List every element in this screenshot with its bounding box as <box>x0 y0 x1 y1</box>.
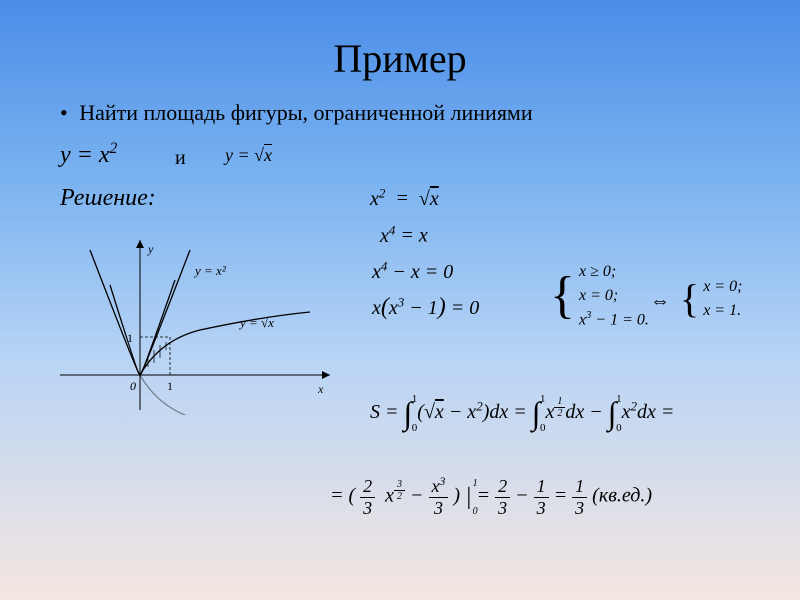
sys1-item: x ≥ 0; <box>579 260 649 284</box>
tick-1y: 1 <box>127 331 133 345</box>
frac-x3-3: x33 <box>429 475 449 519</box>
sys2-item: x = 0; <box>703 275 742 299</box>
equation-2: x4 = x <box>380 222 428 248</box>
sys1-item: x3 − 1 = 0. <box>579 308 649 332</box>
func1-text: y = x2 <box>60 142 117 168</box>
equation-3: x4 − x = 0 <box>372 258 453 284</box>
eq1-lhs: x2 <box>370 188 385 210</box>
integral-line-1: S = ∫10 (x − x2)dx = ∫10 x12dx − ∫10 x2d… <box>370 395 674 432</box>
y-axis-arrow <box>136 240 144 248</box>
graph: 0 1 1 x y y = x² y = √x <box>60 235 340 415</box>
integrand-sub: − x2 <box>444 401 483 423</box>
eq4-rhs: = 0 <box>451 297 480 319</box>
integral-icon: ∫10 <box>608 395 617 432</box>
brace-icon: { <box>680 281 699 317</box>
frac-r1: 23 <box>495 476 510 519</box>
x-axis-arrow <box>322 371 330 379</box>
integral-icon: ∫10 <box>532 395 541 432</box>
brace-icon: { <box>550 273 575 320</box>
curve-parabola-left <box>110 285 140 375</box>
equation-4: x(x3 − 1) = 0 <box>372 294 479 321</box>
system-2-items: x = 0; x = 1. <box>703 275 742 323</box>
origin-label: 0 <box>130 379 136 393</box>
eq3-text: x4 − x = 0 <box>372 261 453 283</box>
eq2-rhs: x <box>419 225 428 247</box>
frac-2-3: 23 <box>360 476 375 519</box>
func2-sqrt: x <box>254 145 272 165</box>
frac-r2: 13 <box>534 476 549 519</box>
integral-icon: ∫10 <box>404 395 413 432</box>
integrand-sqrt: x <box>424 401 444 423</box>
tick-1x: 1 <box>167 379 173 393</box>
S-symbol: S <box>370 401 380 423</box>
solution-label: Решение: <box>60 185 156 212</box>
page-title: Пример <box>0 0 800 82</box>
equiv-arrow: ⇔ <box>650 290 670 313</box>
integral-line-2: = ( 23 x32 − x33 ) |10 = 23 − 13 = 13 (к… <box>330 475 652 519</box>
conjunction: и <box>175 147 186 170</box>
problem-statement: Найти площадь фигуры, ограниченной линия… <box>60 100 533 126</box>
x-label: x <box>317 382 324 396</box>
equation-1: x2 = x <box>370 185 439 211</box>
eq4-inner: x3 − 1 <box>389 297 438 319</box>
sys1-item: x = 0; <box>579 284 649 308</box>
func2-lhs: y = <box>225 145 254 165</box>
curve-sqrt-upper <box>140 312 310 375</box>
system-1: { x ≥ 0; x = 0; x3 − 1 = 0. <box>550 260 649 332</box>
eval-bar: |10 <box>465 484 472 511</box>
curve-parabola-right2 <box>140 280 175 375</box>
y-label: y <box>147 242 154 256</box>
unit-label: (кв.ед.) <box>592 485 652 507</box>
frac-r3: 13 <box>572 476 587 519</box>
system-2: { x = 0; x = 1. <box>680 275 742 323</box>
system-1-items: x ≥ 0; x = 0; x3 − 1 = 0. <box>579 260 649 332</box>
curve1-label: y = x² <box>193 263 227 278</box>
function-2: y = x <box>225 145 272 166</box>
eq2-lhs: x4 <box>380 225 395 247</box>
sys2-item: x = 1. <box>703 299 742 323</box>
eq4-outer: x <box>372 297 381 319</box>
eq1-rhs: x <box>419 188 439 210</box>
curve2-label: y = √x <box>238 315 274 330</box>
function-1: y = x2 <box>60 140 117 169</box>
